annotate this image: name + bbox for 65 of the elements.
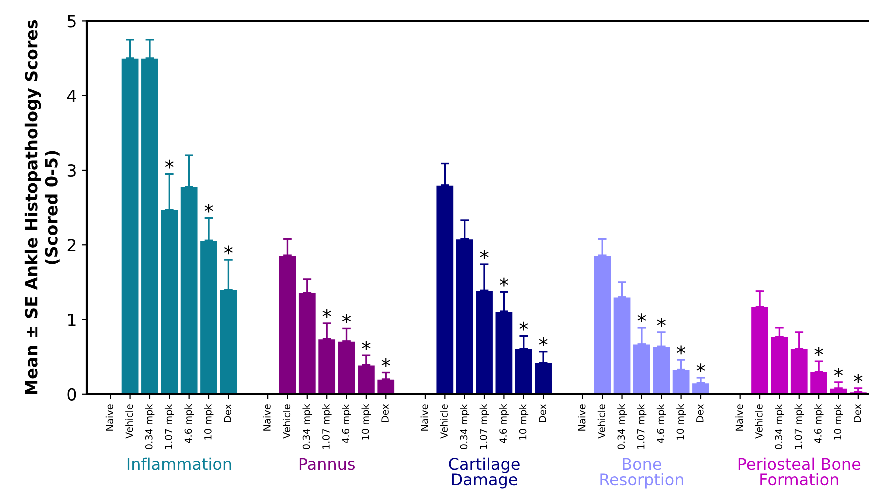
x-tick-label: Vehicle — [755, 404, 763, 439]
data-label: * — [814, 347, 824, 356]
x-tick-label: 4.6 mpk — [342, 404, 352, 444]
text: Periosteal Bone Formation — [738, 458, 861, 486]
x-tick-label: Dex — [382, 404, 389, 422]
x-tick-label: 0.34 mpk — [775, 404, 784, 450]
data-label: * — [480, 250, 489, 260]
x-tick-label: 0.34 mpk — [302, 404, 312, 450]
x-tick-label: Dex — [539, 404, 546, 422]
x-tick-label: Dex — [854, 404, 862, 422]
x-tick-label: Naive — [736, 404, 744, 431]
y-tick-label: 5 — [68, 15, 76, 28]
data-label: * — [657, 318, 666, 328]
data-label: * — [204, 204, 214, 213]
x-tick-label: 1.07 mpk — [164, 404, 174, 450]
y-tick-label: 0 — [68, 388, 76, 401]
data-label: * — [677, 346, 686, 355]
data-label: * — [539, 338, 548, 346]
data-label: * — [224, 246, 233, 255]
x-tick-label: 4.6 mpk — [656, 404, 666, 444]
x-tick-label: Naive — [578, 404, 586, 431]
data-label: * — [362, 341, 371, 350]
x-tick-label: 10 mpk — [676, 404, 686, 440]
data-label: * — [520, 322, 528, 331]
y-tick-label: 1 — [68, 314, 76, 326]
x-tick-label: 1.07 mpk — [637, 404, 647, 450]
x-tick-label: Vehicle — [283, 404, 291, 439]
x-tick-label: Naive — [106, 404, 114, 431]
x-tick-label: 10 mpk — [362, 404, 372, 440]
data-label: * — [165, 160, 174, 169]
x-tick-label: 1.07 mpk — [480, 404, 490, 450]
x-tick-label: 0.34 mpk — [460, 404, 470, 450]
x-tick-label: 1.07 mpk — [322, 404, 332, 450]
text: Inflammation — [128, 458, 232, 470]
data-label: * — [834, 368, 844, 378]
x-tick-label: Vehicle — [440, 404, 448, 439]
data-label: * — [342, 314, 352, 324]
data-label: * — [696, 364, 706, 373]
x-tick-label: 0.34 mpk — [145, 404, 155, 450]
x-tick-label: Vehicle — [126, 404, 134, 439]
text: Bone Resorption — [600, 458, 684, 489]
y-tick-label: 4 — [67, 90, 76, 102]
data-label: * — [382, 358, 390, 368]
data-label: * — [500, 278, 508, 287]
x-tick-label: 4.6 mpk — [184, 404, 194, 444]
data-label: * — [322, 309, 332, 318]
x-tick-label: 4.6 mpk — [499, 404, 509, 444]
data-label: * — [638, 314, 646, 323]
y-tick-label: 3 — [68, 164, 76, 178]
text: Pannus — [300, 458, 356, 470]
text: Cartilage Damage — [449, 458, 520, 489]
x-tick-label: Dex — [696, 404, 704, 422]
x-tick-label: 10 mpk — [519, 404, 529, 440]
x-tick-label: 0.34 mpk — [618, 404, 627, 450]
x-tick-label: Naive — [420, 404, 428, 431]
x-tick-label: 10 mpk — [204, 404, 214, 440]
x-tick-label: 4.6 mpk — [814, 404, 824, 444]
y-axis-title: Mean ± SE Ankle Histopathology Scores (Scored 0-5) — [24, 20, 60, 394]
data-label: * — [854, 374, 863, 383]
x-tick-label: 1.07 mpk — [794, 404, 804, 450]
y-tick-label: 2 — [68, 239, 76, 252]
x-tick-label: Dex — [224, 404, 232, 422]
x-tick-label: Vehicle — [598, 404, 606, 439]
x-tick-label: Naive — [263, 404, 271, 431]
x-tick-label: 10 mpk — [834, 404, 844, 440]
